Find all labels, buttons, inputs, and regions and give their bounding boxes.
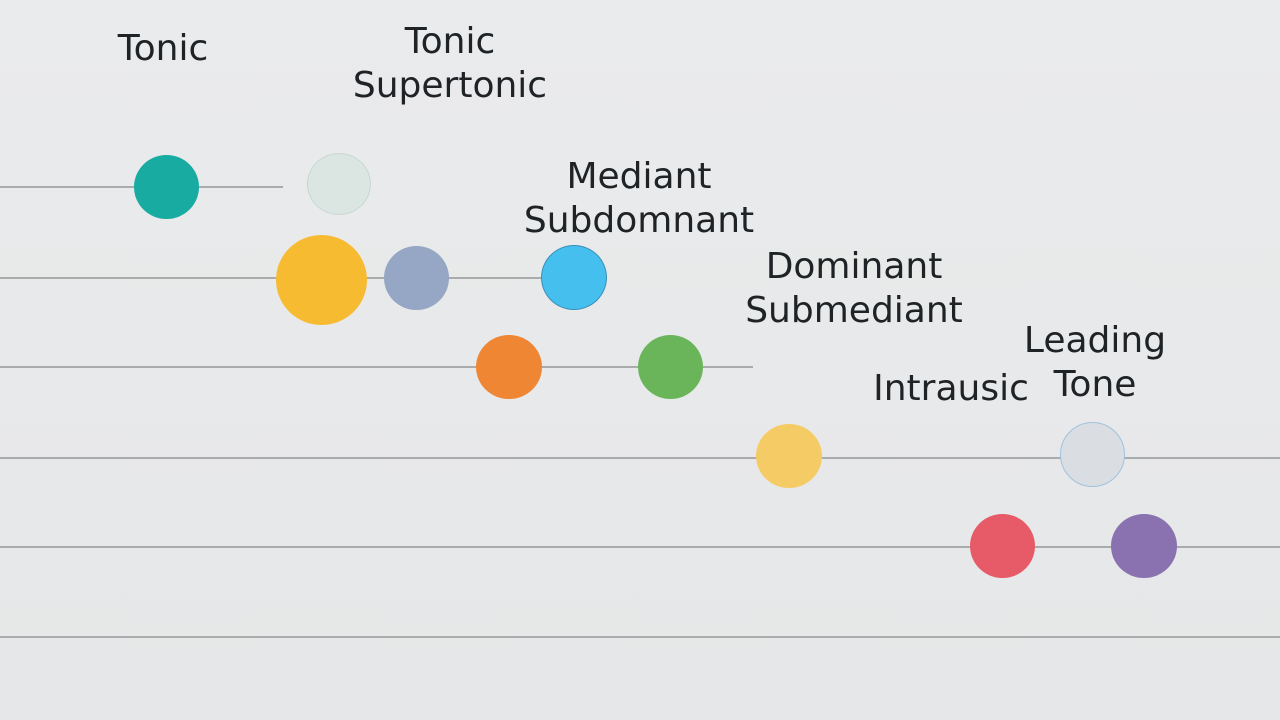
label-leading-text: Leading bbox=[1023, 320, 1167, 361]
note-sky-blue bbox=[541, 245, 607, 310]
label-submediant-text: Submediant bbox=[745, 290, 963, 331]
staff-line-4 bbox=[0, 457, 1280, 459]
note-yellow-large bbox=[276, 235, 367, 325]
note-purple bbox=[1111, 514, 1177, 578]
label-tonic-text: Tonic bbox=[117, 28, 209, 69]
label-leading-tone: Leading Tone bbox=[1024, 319, 1166, 407]
note-red bbox=[970, 514, 1035, 578]
staff-line-3 bbox=[0, 366, 753, 368]
label-tonic: Tonic bbox=[118, 27, 209, 71]
label-dominant-text: Dominant bbox=[765, 246, 943, 287]
note-pale-gray bbox=[1060, 422, 1125, 487]
label-dominant-submediant: Dominant Submediant bbox=[745, 245, 963, 333]
note-light-yellow bbox=[756, 424, 822, 488]
note-teal bbox=[134, 155, 199, 219]
note-orange bbox=[476, 335, 542, 399]
label-subdominant-text: Subdomnant bbox=[523, 200, 755, 241]
label-supertonic-text: Supertonic bbox=[352, 65, 548, 106]
note-pale-mint bbox=[307, 153, 371, 215]
label-intrausic-text: Intrausic bbox=[873, 368, 1029, 409]
staff-line-6 bbox=[0, 636, 1280, 638]
label-intrausic: Intrausic bbox=[873, 367, 1029, 411]
note-green bbox=[638, 335, 703, 399]
label-tonic-2-text: Tonic bbox=[404, 21, 496, 62]
note-slate-blue bbox=[384, 246, 449, 310]
label-mediant-subdominant: Mediant Subdomnant bbox=[524, 155, 754, 243]
staff-line-5 bbox=[0, 546, 1280, 548]
label-tone-text: Tone bbox=[1053, 364, 1137, 405]
label-tonic-supertonic: Tonic Supertonic bbox=[353, 20, 547, 108]
label-mediant-text: Mediant bbox=[566, 156, 712, 197]
